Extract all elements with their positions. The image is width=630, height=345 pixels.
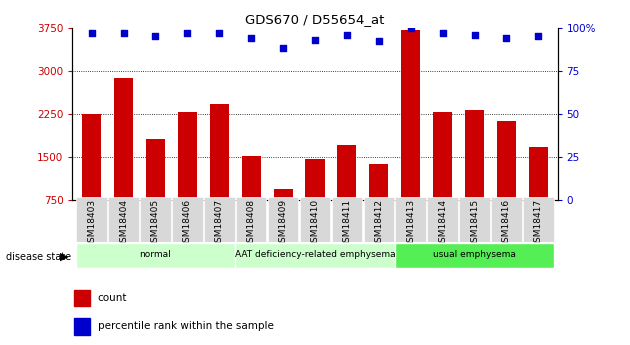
FancyBboxPatch shape bbox=[108, 197, 139, 241]
Bar bbox=[82, 114, 101, 200]
Bar bbox=[369, 164, 389, 200]
Bar bbox=[529, 147, 548, 200]
Point bbox=[438, 30, 448, 36]
FancyBboxPatch shape bbox=[268, 197, 299, 241]
Text: count: count bbox=[98, 293, 127, 303]
Point bbox=[469, 32, 479, 37]
Text: usual emphysema: usual emphysema bbox=[433, 250, 516, 259]
Bar bbox=[74, 290, 90, 306]
FancyBboxPatch shape bbox=[523, 197, 554, 241]
Text: normal: normal bbox=[140, 250, 171, 259]
Text: GSM18412: GSM18412 bbox=[374, 199, 383, 248]
Point bbox=[278, 46, 288, 51]
FancyBboxPatch shape bbox=[395, 243, 554, 268]
Text: GSM18417: GSM18417 bbox=[534, 199, 543, 248]
Bar bbox=[273, 189, 293, 200]
FancyBboxPatch shape bbox=[427, 197, 458, 241]
Bar bbox=[401, 30, 420, 200]
FancyBboxPatch shape bbox=[300, 197, 330, 241]
FancyBboxPatch shape bbox=[76, 243, 235, 268]
Text: GSM18406: GSM18406 bbox=[183, 199, 192, 248]
Text: GSM18407: GSM18407 bbox=[215, 199, 224, 248]
FancyBboxPatch shape bbox=[491, 197, 522, 241]
Text: GSM18413: GSM18413 bbox=[406, 199, 415, 248]
Bar bbox=[306, 159, 324, 200]
Bar bbox=[146, 139, 165, 200]
Text: GSM18409: GSM18409 bbox=[278, 199, 287, 248]
Point bbox=[534, 33, 544, 39]
Bar bbox=[178, 112, 197, 200]
Text: GSM18415: GSM18415 bbox=[470, 199, 479, 248]
Bar bbox=[241, 156, 261, 200]
Point bbox=[246, 35, 256, 41]
Point bbox=[342, 32, 352, 37]
Bar bbox=[497, 121, 516, 200]
Point bbox=[501, 35, 512, 41]
Bar bbox=[337, 146, 357, 200]
Point bbox=[86, 30, 96, 36]
Text: GSM18416: GSM18416 bbox=[502, 199, 511, 248]
Text: GSM18403: GSM18403 bbox=[87, 199, 96, 248]
Bar bbox=[114, 78, 133, 200]
Point bbox=[182, 30, 192, 36]
Point bbox=[406, 25, 416, 30]
FancyBboxPatch shape bbox=[204, 197, 234, 241]
Title: GDS670 / D55654_at: GDS670 / D55654_at bbox=[245, 13, 385, 27]
Text: GSM18408: GSM18408 bbox=[247, 199, 256, 248]
FancyBboxPatch shape bbox=[172, 197, 203, 241]
Point bbox=[310, 37, 320, 42]
Bar bbox=[465, 110, 484, 200]
Point bbox=[374, 39, 384, 44]
Text: percentile rank within the sample: percentile rank within the sample bbox=[98, 321, 273, 331]
Bar bbox=[433, 112, 452, 200]
Point bbox=[118, 30, 129, 36]
Point bbox=[151, 33, 161, 39]
Bar bbox=[210, 104, 229, 200]
Point bbox=[214, 30, 224, 36]
Text: GSM18405: GSM18405 bbox=[151, 199, 160, 248]
Text: AAT deficiency-related emphysema: AAT deficiency-related emphysema bbox=[235, 250, 395, 259]
Text: GSM18410: GSM18410 bbox=[311, 199, 319, 248]
FancyBboxPatch shape bbox=[459, 197, 490, 241]
Text: GSM18411: GSM18411 bbox=[343, 199, 352, 248]
FancyBboxPatch shape bbox=[236, 197, 266, 241]
Text: ▶: ▶ bbox=[60, 252, 68, 262]
FancyBboxPatch shape bbox=[235, 243, 395, 268]
Text: GSM18404: GSM18404 bbox=[119, 199, 128, 248]
FancyBboxPatch shape bbox=[140, 197, 171, 241]
Text: disease state: disease state bbox=[6, 252, 71, 262]
Bar bbox=[74, 318, 90, 335]
Text: GSM18414: GSM18414 bbox=[438, 199, 447, 248]
FancyBboxPatch shape bbox=[331, 197, 362, 241]
FancyBboxPatch shape bbox=[364, 197, 394, 241]
FancyBboxPatch shape bbox=[396, 197, 426, 241]
FancyBboxPatch shape bbox=[76, 197, 107, 241]
